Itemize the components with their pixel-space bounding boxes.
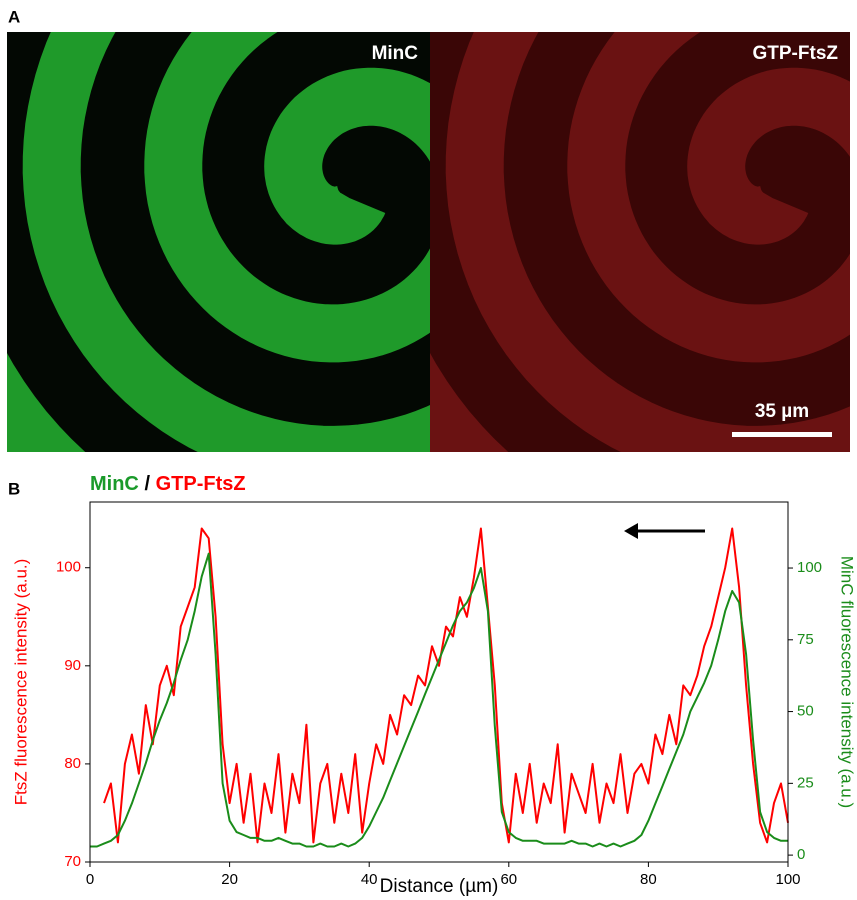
y2-tick-label: 75	[797, 631, 814, 648]
y-axis-label: FtsZ fluorescence intensity (a.u.)	[11, 559, 30, 806]
legend-entry: MinC	[90, 473, 139, 495]
plot-frame	[89, 501, 789, 863]
legend-entry: GTP-FtsZ	[156, 473, 246, 495]
series-line	[90, 552, 788, 848]
image-label: GTP-FtsZ	[753, 43, 839, 64]
y2-axis-label: MinC fluorescence intensity (a.u.)	[838, 556, 857, 808]
y2-tick-label: 50	[797, 703, 814, 720]
y2-tick-label: 0	[797, 846, 805, 863]
y-tick-label: 80	[64, 755, 81, 772]
x-tick-label: 20	[221, 871, 238, 888]
y2-tick-label: 25	[797, 774, 814, 791]
legend: MinC / GTP-FtsZ	[90, 473, 246, 495]
legend-separator: /	[144, 473, 150, 495]
panel-label: B	[8, 479, 20, 498]
y-tick-label: 100	[56, 559, 81, 576]
y2-tick-label: 100	[797, 559, 822, 576]
arrow-head	[624, 523, 638, 539]
scale-bar-label: 35 µm	[755, 401, 809, 422]
panel-label: A	[8, 7, 20, 26]
y-tick-label: 90	[64, 657, 81, 674]
y-tick-label: 70	[64, 853, 81, 870]
series-line	[103, 527, 789, 844]
scale-bar	[732, 432, 832, 437]
x-tick-label: 0	[86, 871, 94, 888]
minc-spiral	[7, 32, 430, 452]
ftsz-spiral	[430, 32, 850, 452]
x-tick-label: 100	[775, 871, 800, 888]
image-label: MinC	[372, 43, 419, 64]
x-tick-label: 80	[640, 871, 657, 888]
x-tick-label: 60	[500, 871, 517, 888]
x-tick-label: 40	[361, 871, 378, 888]
x-axis-label: Distance (µm)	[380, 876, 499, 897]
